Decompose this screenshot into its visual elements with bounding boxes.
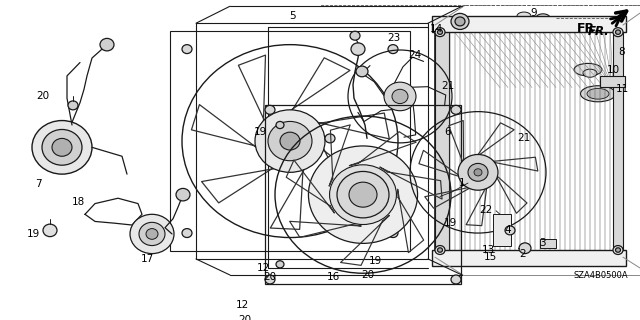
Text: 2: 2	[520, 250, 526, 260]
Ellipse shape	[517, 12, 531, 20]
Circle shape	[613, 245, 623, 254]
Text: 3: 3	[539, 238, 545, 248]
Circle shape	[32, 121, 92, 174]
Circle shape	[276, 261, 284, 268]
Text: 21: 21	[442, 81, 454, 91]
Bar	[432, 16, 626, 32]
Text: 18: 18	[72, 197, 84, 207]
Circle shape	[474, 169, 482, 176]
Text: 19: 19	[26, 229, 40, 239]
Text: 14: 14	[429, 24, 443, 34]
Ellipse shape	[583, 69, 597, 77]
Text: 13: 13	[481, 245, 495, 255]
Text: 20: 20	[264, 272, 276, 282]
Circle shape	[435, 28, 445, 36]
Bar	[600, 76, 625, 87]
Circle shape	[384, 82, 416, 111]
Ellipse shape	[536, 14, 550, 22]
Text: FR.: FR.	[577, 22, 600, 35]
Circle shape	[388, 228, 398, 237]
Bar	[435, 25, 623, 257]
Text: 9: 9	[531, 7, 538, 18]
Circle shape	[255, 110, 325, 172]
Circle shape	[350, 31, 360, 40]
Circle shape	[268, 121, 312, 161]
Circle shape	[68, 101, 78, 110]
Circle shape	[265, 105, 275, 114]
Circle shape	[438, 30, 442, 34]
Text: 7: 7	[35, 179, 42, 189]
Text: 19: 19	[444, 218, 456, 228]
Circle shape	[100, 38, 114, 51]
Circle shape	[616, 248, 621, 252]
Circle shape	[455, 17, 465, 26]
Circle shape	[349, 182, 377, 207]
Circle shape	[330, 165, 396, 225]
Circle shape	[451, 275, 461, 284]
Circle shape	[519, 243, 531, 253]
Circle shape	[435, 245, 445, 254]
Text: SZA4B0500A: SZA4B0500A	[573, 271, 628, 280]
Circle shape	[182, 228, 192, 237]
Circle shape	[392, 89, 408, 104]
Bar	[265, 105, 461, 284]
Bar	[540, 239, 556, 248]
Ellipse shape	[580, 86, 616, 102]
Text: 5: 5	[289, 11, 295, 21]
Circle shape	[505, 226, 515, 235]
Circle shape	[280, 132, 300, 150]
Ellipse shape	[587, 88, 609, 99]
Circle shape	[265, 275, 275, 284]
Text: 1: 1	[459, 178, 465, 188]
Circle shape	[52, 139, 72, 156]
Text: 19: 19	[369, 256, 381, 266]
Circle shape	[356, 66, 368, 77]
Text: 8: 8	[619, 47, 625, 57]
Text: 20: 20	[36, 92, 49, 101]
Circle shape	[308, 146, 417, 244]
Text: 12: 12	[236, 300, 248, 310]
Circle shape	[176, 188, 190, 201]
Circle shape	[438, 248, 442, 252]
Text: 20: 20	[239, 315, 252, 320]
Text: 17: 17	[140, 254, 154, 264]
Ellipse shape	[574, 63, 602, 76]
Text: 20: 20	[362, 270, 374, 280]
Text: 15: 15	[483, 252, 497, 262]
Circle shape	[351, 43, 365, 55]
Circle shape	[458, 155, 498, 190]
Text: 10: 10	[607, 65, 620, 75]
Text: 12: 12	[257, 263, 269, 273]
Text: FR.: FR.	[588, 25, 610, 38]
Text: 19: 19	[253, 127, 267, 137]
Text: 11: 11	[616, 84, 628, 94]
Circle shape	[130, 214, 174, 253]
Text: 4: 4	[505, 225, 511, 236]
Circle shape	[276, 121, 284, 129]
Circle shape	[451, 13, 469, 29]
Text: 24: 24	[408, 50, 422, 60]
Circle shape	[146, 228, 158, 239]
Circle shape	[139, 222, 165, 245]
Circle shape	[616, 30, 621, 34]
Text: 23: 23	[387, 33, 401, 43]
Circle shape	[43, 224, 57, 236]
Text: 22: 22	[479, 205, 493, 215]
Circle shape	[388, 45, 398, 53]
Bar	[613, 25, 623, 257]
Circle shape	[182, 45, 192, 53]
Circle shape	[337, 172, 389, 218]
Bar	[435, 25, 449, 257]
Text: 6: 6	[445, 127, 451, 137]
Bar	[170, 31, 410, 251]
Bar	[493, 214, 511, 245]
Text: 21: 21	[517, 133, 531, 143]
Bar	[432, 250, 626, 266]
Text: 16: 16	[326, 272, 340, 282]
Circle shape	[325, 134, 335, 143]
Circle shape	[468, 164, 488, 181]
Circle shape	[42, 130, 82, 165]
Circle shape	[613, 28, 623, 36]
Circle shape	[451, 105, 461, 114]
